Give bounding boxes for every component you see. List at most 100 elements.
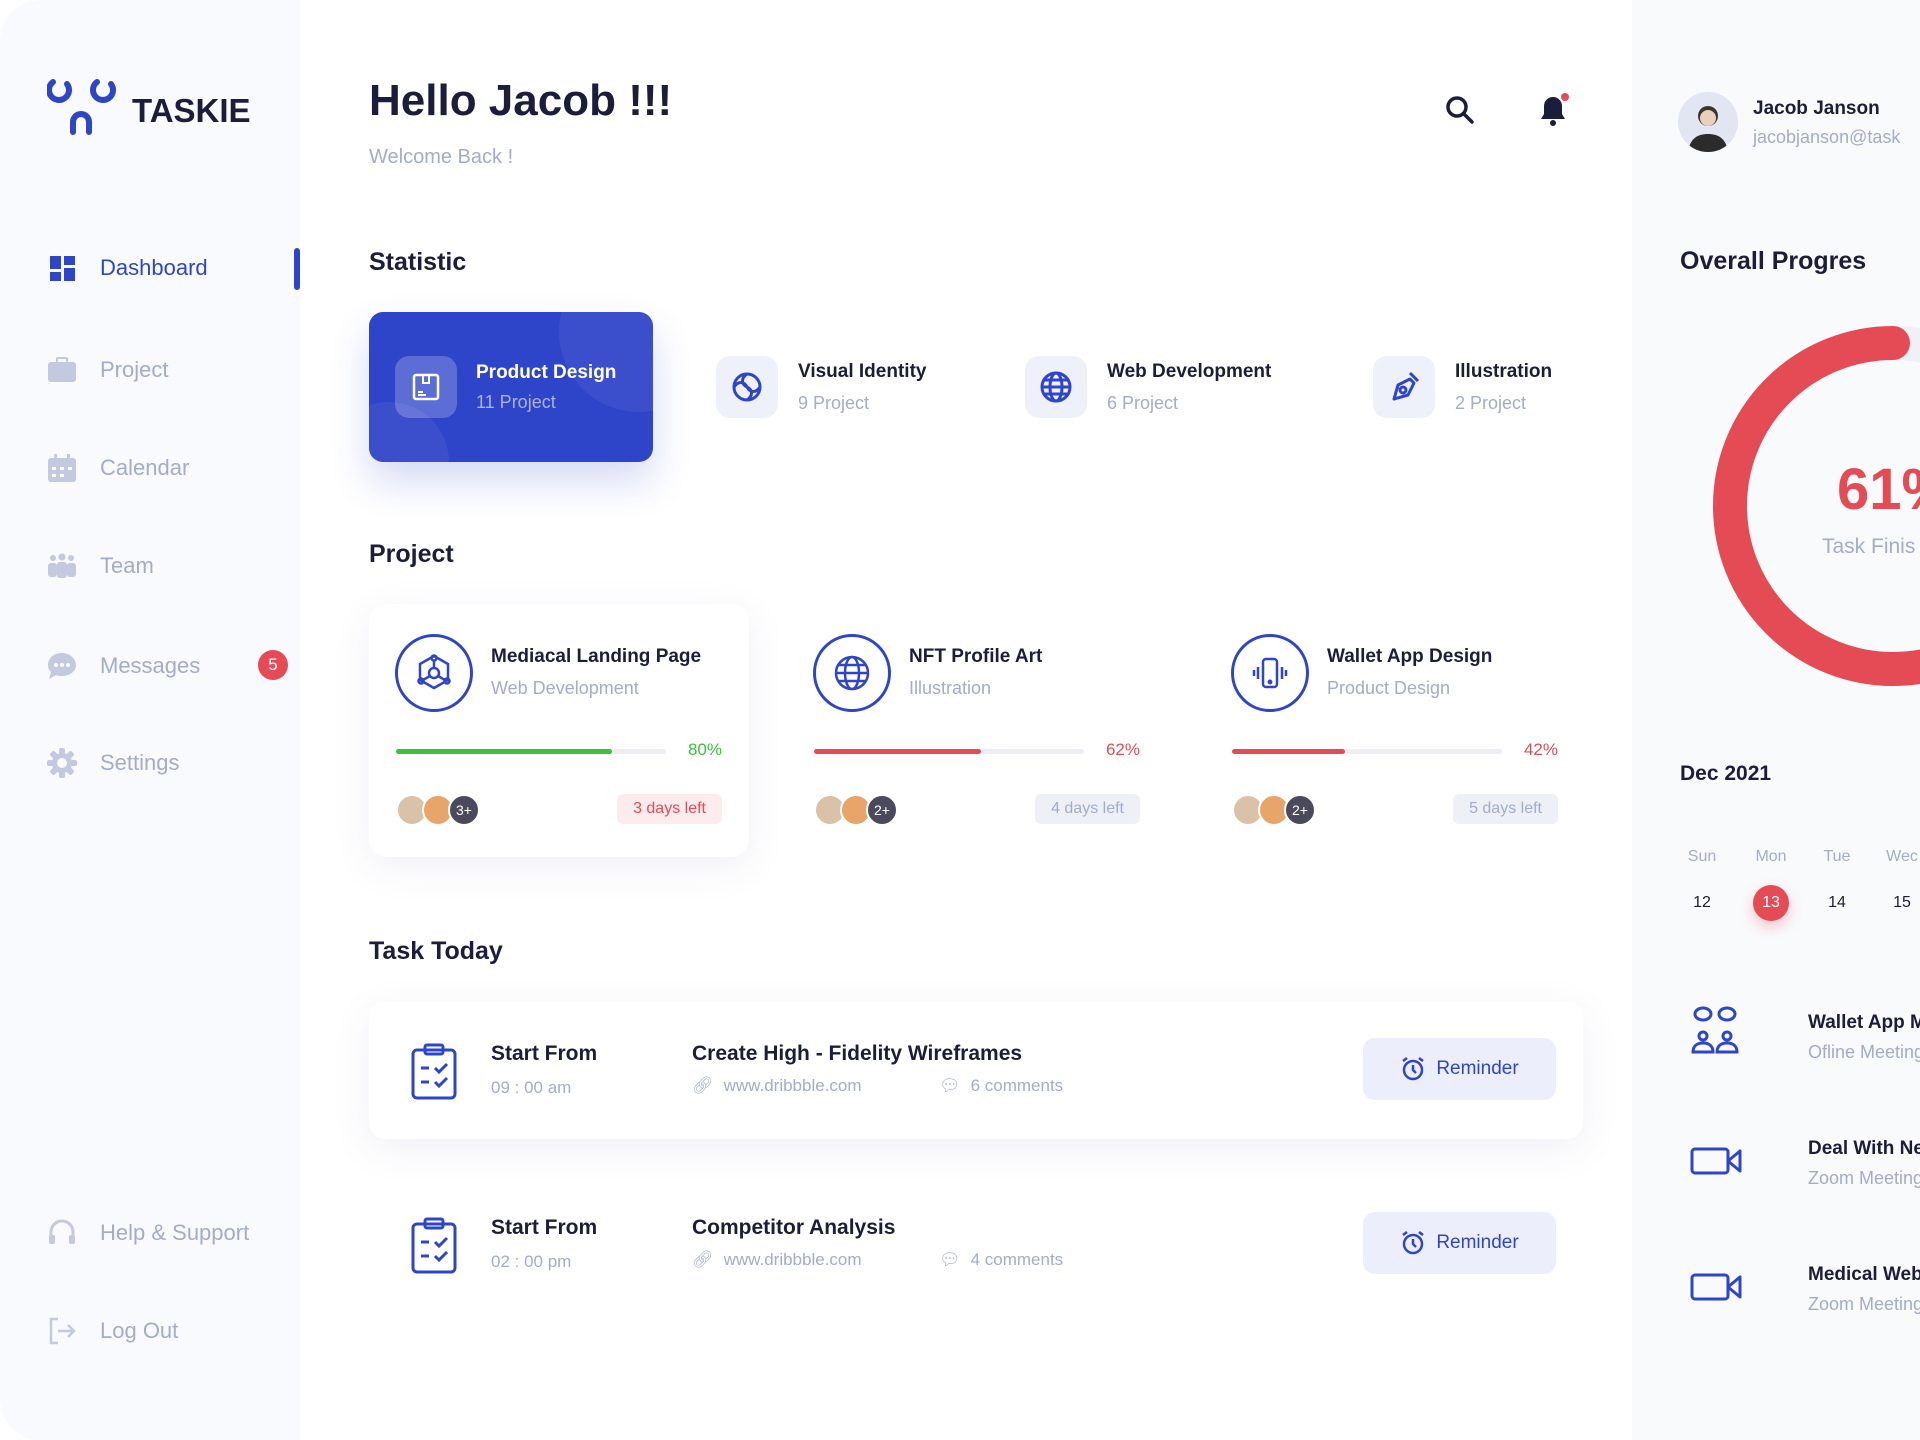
progress-fill (814, 749, 982, 754)
globe-icon (834, 655, 870, 691)
member-avatars[interactable]: 3+ (396, 794, 480, 826)
spiral-icon (716, 356, 778, 418)
task-comments-text: 4 comments (970, 1250, 1064, 1269)
stat-title: Product Design (476, 362, 617, 383)
sidebar-item-project[interactable]: Project (46, 354, 168, 386)
project-title: NFT Profile Art (909, 646, 1043, 667)
clipboard-check-icon (409, 1042, 459, 1107)
alarm-clock-icon (1402, 1057, 1425, 1081)
meeting-type: Zoom Meeting (1808, 1168, 1920, 1188)
grid-icon (50, 256, 75, 281)
avatar-portrait-icon (1688, 106, 1728, 152)
date-number: 12 (1693, 894, 1711, 911)
people-chat-icon (1690, 1006, 1742, 1063)
hexagon-network-icon (417, 654, 451, 690)
reminder-button[interactable]: Reminder (1363, 1038, 1556, 1100)
notifications-button[interactable] (1536, 92, 1572, 133)
task-link-text: www.dribbble.com (723, 1250, 862, 1269)
page-title: Hello Jacob !!! (369, 76, 673, 125)
avatar-more-count: 2+ (866, 794, 898, 826)
search-icon (1446, 96, 1474, 124)
page-subtitle: Welcome Back ! (369, 146, 514, 168)
project-card[interactable]: NFT Profile Art Illustration 62% 2+ 4 da… (787, 604, 1167, 857)
stat-title: Web Development (1107, 360, 1272, 382)
stat-card-illustration[interactable]: Illustration 2 Project (1373, 312, 1552, 462)
calendar-date[interactable]: 14 (1807, 894, 1867, 912)
right-panel: Jacob Janson jacobjanson@task Overall Pr… (1632, 0, 1920, 1440)
comment-icon: 💬︎ (939, 1250, 961, 1269)
task-comments[interactable]: 💬︎ 4 comments (939, 1250, 1063, 1270)
reminder-button[interactable]: Reminder (1363, 1212, 1556, 1274)
task-card[interactable]: Start From 02 : 00 pm Competitor Analysi… (369, 1176, 1583, 1313)
task-title: Create High - Fidelity Wireframes (692, 1042, 1023, 1065)
calendar-date[interactable]: 13 (1741, 885, 1801, 921)
globe-icon (1025, 356, 1087, 418)
meeting-title: Medical Web M (1808, 1264, 1920, 1285)
avatar[interactable] (1678, 92, 1738, 152)
briefcase-icon (48, 357, 76, 382)
sidebar-item-settings[interactable]: Settings (46, 747, 180, 779)
member-avatars[interactable]: 2+ (814, 794, 898, 826)
task-comments[interactable]: 💬︎ 6 comments (939, 1076, 1063, 1096)
project-card[interactable]: Wallet App Design Product Design 42% 2+ … (1205, 604, 1585, 857)
sidebar: TASKIE Dashboard Project Calendar Team M… (0, 0, 300, 1440)
reminder-label: Reminder (1436, 1058, 1519, 1079)
progress-percent: 42% (1523, 740, 1558, 759)
sidebar-item-label: Messages (100, 653, 201, 678)
search-button[interactable] (1444, 94, 1476, 131)
stat-card-visual-identity[interactable]: Visual Identity 9 Project (716, 312, 926, 462)
calendar-month: Dec 2021 (1680, 762, 1772, 785)
avatar-more-count: 3+ (448, 794, 480, 826)
avatar-more-count: 2+ (1284, 794, 1316, 826)
logo (46, 74, 119, 143)
brand-name: TASKIE (132, 92, 251, 129)
sidebar-item-help-support[interactable]: Help & Support (46, 1217, 249, 1249)
progress-percent: 62% (1105, 740, 1140, 759)
sidebar-item-team[interactable]: Team (46, 550, 154, 582)
sidebar-item-dashboard[interactable]: Dashboard (46, 252, 208, 284)
task-link[interactable]: 🔗︎ www.dribbble.com (692, 1250, 862, 1270)
sidebar-item-label: Calendar (100, 455, 190, 480)
project-card[interactable]: Mediacal Landing Page Web Development 80… (369, 604, 749, 857)
task-link-text: www.dribbble.com (723, 1076, 862, 1095)
meeting-title: Deal With New (1808, 1138, 1920, 1159)
stat-count: 2 Project (1455, 392, 1527, 413)
sidebar-item-messages[interactable]: Messages (46, 650, 200, 682)
stat-title: Visual Identity (798, 360, 927, 382)
stat-card-product-design[interactable]: Product Design 11 Project (369, 312, 653, 462)
comment-icon: 💬︎ (939, 1076, 961, 1095)
calendar-date[interactable]: 12 (1672, 894, 1732, 912)
date-number: 13 (1753, 885, 1789, 921)
progress-percent: 80% (687, 740, 722, 759)
meeting-type: Ofline Meeting (1808, 1042, 1920, 1062)
calendar-icon (48, 454, 76, 482)
days-left-badge: 3 days left (617, 794, 722, 824)
task-card[interactable]: Start From 09 : 00 am Create High - Fide… (369, 1002, 1583, 1139)
task-time: 02 : 00 pm (491, 1252, 572, 1271)
project-icon (813, 634, 891, 712)
link-icon: 🔗︎ (692, 1076, 714, 1095)
sidebar-item-calendar[interactable]: Calendar (46, 452, 189, 484)
stat-title: Illustration (1455, 360, 1553, 382)
project-category: Illustration (909, 678, 992, 698)
logo-icon (46, 79, 116, 135)
task-link[interactable]: 🔗︎ www.dribbble.com (692, 1076, 862, 1096)
calendar-date[interactable]: 15 (1872, 894, 1920, 912)
stat-count: 9 Project (798, 392, 870, 413)
overall-progress-value: 61% (1837, 457, 1920, 522)
project-title: Mediacal Landing Page (491, 646, 702, 667)
sidebar-item-label: Log Out (100, 1318, 179, 1343)
progress-fill (1232, 749, 1346, 754)
progress-bar (1232, 749, 1502, 754)
sidebar-item-label: Team (100, 553, 154, 578)
member-avatars[interactable]: 2+ (1232, 794, 1316, 826)
days-left-badge: 4 days left (1035, 794, 1140, 824)
stat-card-web-development[interactable]: Web Development 6 Project (1025, 312, 1271, 462)
progress-bar (814, 749, 1084, 754)
active-indicator (294, 248, 300, 290)
sidebar-item-log-out[interactable]: Log Out (46, 1315, 178, 1347)
task-title: Competitor Analysis (692, 1216, 896, 1239)
weekday-label: Wec (1886, 848, 1918, 865)
clipboard-check-icon (409, 1216, 459, 1281)
task-comments-text: 6 comments (970, 1076, 1064, 1095)
